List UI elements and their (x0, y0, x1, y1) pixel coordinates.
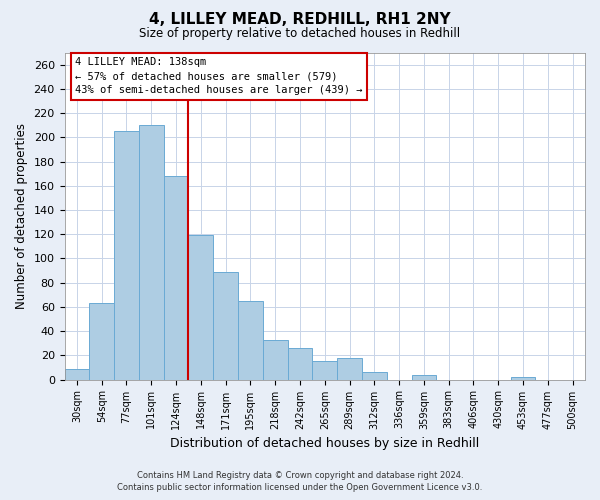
Bar (313, 362, 337, 380)
Bar (238, 301, 263, 380)
Y-axis label: Number of detached properties: Number of detached properties (15, 123, 28, 309)
Bar (263, 340, 287, 380)
Text: 4, LILLEY MEAD, REDHILL, RH1 2NY: 4, LILLEY MEAD, REDHILL, RH1 2NY (149, 12, 451, 28)
Text: Size of property relative to detached houses in Redhill: Size of property relative to detached ho… (139, 28, 461, 40)
Bar (89, 304, 114, 380)
Bar (188, 236, 213, 380)
Bar (362, 372, 387, 380)
Bar (65, 368, 89, 380)
X-axis label: Distribution of detached houses by size in Redhill: Distribution of detached houses by size … (170, 437, 479, 450)
Bar (164, 176, 188, 380)
Bar (213, 272, 238, 380)
Bar (337, 358, 362, 380)
Bar (139, 125, 164, 380)
Text: 4 LILLEY MEAD: 138sqm
← 57% of detached houses are smaller (579)
43% of semi-det: 4 LILLEY MEAD: 138sqm ← 57% of detached … (75, 58, 362, 96)
Bar (287, 348, 313, 380)
Bar (412, 374, 436, 380)
Bar (511, 377, 535, 380)
Text: Contains HM Land Registry data © Crown copyright and database right 2024.
Contai: Contains HM Land Registry data © Crown c… (118, 471, 482, 492)
Bar (114, 131, 139, 380)
